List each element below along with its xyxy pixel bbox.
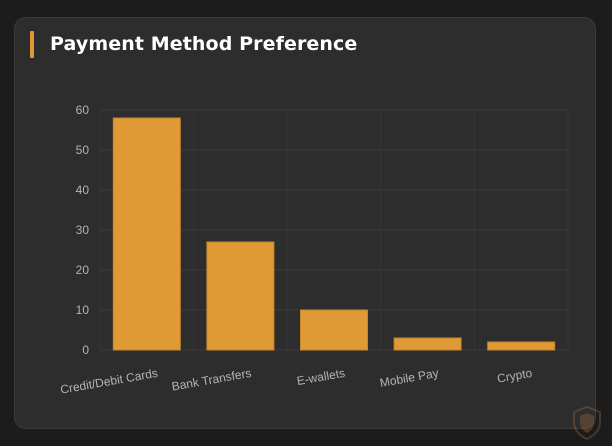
chart-grid bbox=[99, 109, 569, 351]
y-tick-label: 30 bbox=[76, 223, 90, 237]
y-tick-label: 20 bbox=[76, 263, 90, 277]
x-tick-label: Bank Transfers bbox=[171, 366, 253, 394]
y-tick-label: 50 bbox=[76, 143, 90, 157]
x-tick-label: Mobile Pay bbox=[379, 366, 440, 390]
chart-card bbox=[14, 17, 596, 429]
y-axis-ticks: 0 10 20 30 40 50 60 bbox=[76, 103, 90, 357]
bar[interactable] bbox=[206, 241, 275, 351]
bar[interactable] bbox=[112, 117, 181, 351]
chart-title: Payment Method Preference bbox=[50, 33, 358, 55]
bar[interactable] bbox=[393, 337, 462, 351]
bar[interactable] bbox=[300, 309, 368, 351]
x-tick-label: E-wallets bbox=[296, 366, 346, 388]
shield-logo-icon bbox=[573, 405, 601, 441]
y-tick-label: 40 bbox=[76, 183, 90, 197]
x-axis-ticks: Credit/Debit Cards Bank Transfers E-wallet… bbox=[59, 366, 533, 397]
y-tick-label: 10 bbox=[76, 303, 90, 317]
chart-bars bbox=[112, 117, 556, 351]
y-tick-label: 0 bbox=[82, 343, 89, 357]
title-accent-bar bbox=[30, 31, 34, 58]
x-tick-label: Credit/Debit Cards bbox=[59, 366, 159, 397]
y-tick-label: 60 bbox=[76, 103, 90, 117]
x-tick-label: Crypto bbox=[496, 366, 534, 386]
bar[interactable] bbox=[487, 341, 556, 351]
